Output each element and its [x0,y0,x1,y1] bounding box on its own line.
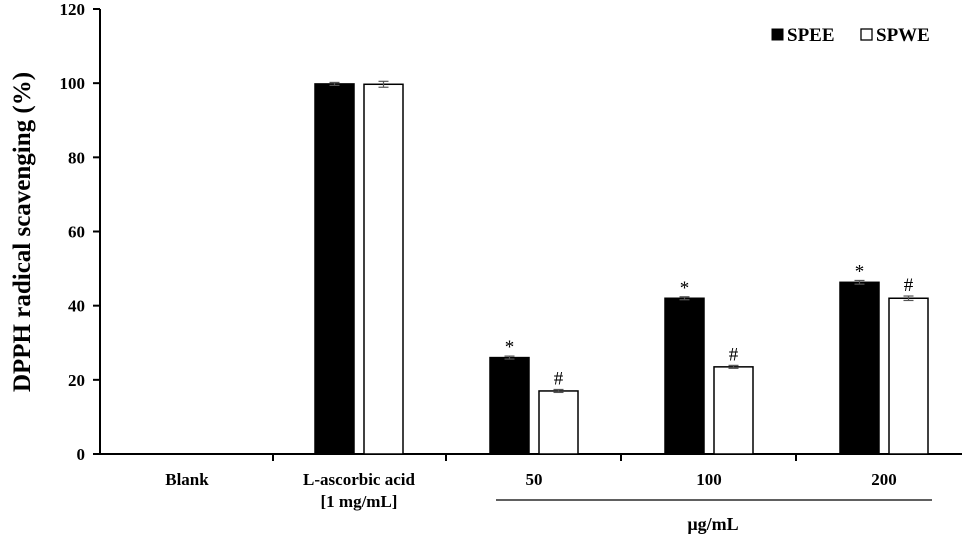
bar-spee [839,281,880,455]
y-tick-label: 120 [60,0,86,19]
bars [314,83,929,455]
asterisk-annotation: * [855,261,865,282]
legend-swatch-spwe [860,28,873,41]
asterisk-annotation: * [505,337,515,358]
y-tick-label: 100 [60,74,86,93]
bar-spee [489,356,530,455]
y-tick-label: 20 [68,371,85,390]
x-ticks [272,454,797,461]
y-axis-title: DPPH radical scavenging (%) [9,72,36,392]
hash-annotation: # [554,368,564,389]
hash-annotation: # [729,344,739,365]
legend-label-spwe: SPWE [876,25,930,46]
y-ticks: 0 20 40 60 80 100 120 [60,0,100,464]
bar-spwe [538,390,579,455]
group-label: µg/mL [687,514,738,534]
x-tick-label: 100 [696,470,722,489]
bar-spwe [363,83,404,455]
y-tick-label: 0 [77,445,86,464]
legend-label-spee: SPEE [787,25,835,46]
bar-spwe [888,297,929,455]
axes: 0 20 40 60 80 100 120 [60,0,962,464]
y-tick-label: 80 [68,148,85,167]
bar-spwe [713,366,754,455]
x-tick-label: 200 [871,470,897,489]
x-tick-label: 50 [526,470,543,489]
bar-spee [664,297,705,455]
x-tick-label: Blank [165,470,209,489]
y-tick-label: 40 [68,297,85,316]
y-tick-label: 60 [68,223,85,242]
asterisk-annotation: * [680,278,690,299]
legend-swatch-spee [771,28,784,41]
x-tick-label-line2: [1 mg/mL] [321,492,398,511]
significance-annotations: * * * # # # [505,261,914,389]
hash-annotation: # [904,275,914,296]
error-bars [329,80,914,394]
legend: SPEE SPWE [771,25,930,46]
x-tick-labels: Blank L-ascorbic acid [1 mg/mL] 50 100 200 [165,470,896,511]
x-tick-label: L-ascorbic acid [303,470,415,489]
bar-spee [314,83,355,455]
group-bracket: µg/mL [496,499,932,534]
